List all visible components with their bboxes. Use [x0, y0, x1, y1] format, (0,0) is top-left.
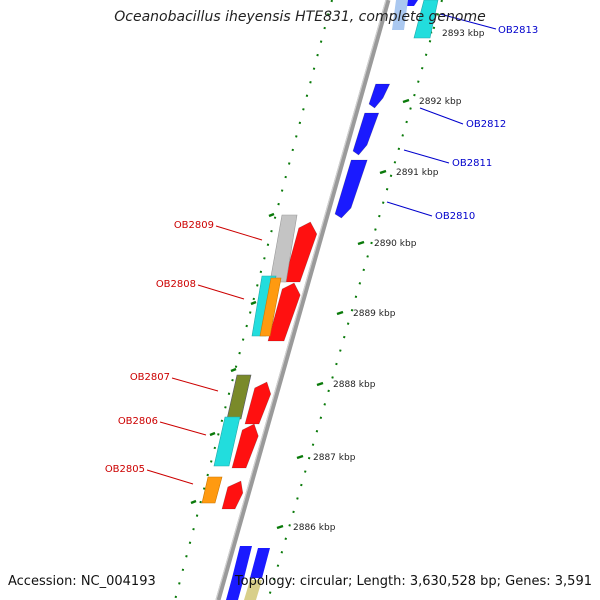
reverse-guide-line — [174, 0, 333, 600]
gene-label-leader — [197, 284, 245, 300]
gene-block-lightblue — [392, 0, 408, 30]
scale-tick-label: 2891 kbp — [396, 168, 439, 178]
gene-label-ob2808[interactable]: OB2808 — [156, 279, 196, 290]
genome-backbone-highlight — [215, 0, 387, 600]
gene-ob2806-arrow[interactable] — [231, 423, 259, 469]
gene-label-ob2806[interactable]: OB2806 — [118, 416, 158, 427]
gene-label-leader — [159, 421, 207, 436]
gene-block-silver — [269, 214, 298, 283]
gene-label-ob2813[interactable]: OB2813 — [498, 25, 538, 36]
gene-label-ob2811[interactable]: OB2811 — [452, 158, 492, 169]
gene-ob2807-arrow[interactable] — [244, 381, 272, 425]
gene-ob2805-arrow[interactable] — [221, 480, 244, 510]
gene-block-orange — [259, 277, 282, 337]
gene-label-leader — [171, 377, 219, 392]
scale-tick-label: 2888 kbp — [333, 380, 376, 390]
gene-label-leader — [439, 13, 497, 30]
gene-label-ob2812[interactable]: OB2812 — [466, 119, 506, 130]
gene-label-leader — [386, 201, 433, 217]
track-tick — [230, 367, 237, 373]
scale-tick-label: 2889 kbp — [353, 309, 396, 319]
map-title: Oceanobacillus iheyensis HTE831, complet… — [114, 9, 486, 25]
scale-tick-label: 2890 kbp — [374, 239, 417, 249]
gene-block-blue — [226, 578, 244, 600]
scale-tick — [276, 524, 284, 530]
gene-block-olive — [226, 374, 252, 420]
gene-label-ob2809[interactable]: OB2809 — [174, 220, 214, 231]
gene-ob2809-arrow[interactable] — [283, 221, 318, 283]
topology-text: Topology: circular; Length: 3,630,528 bp… — [234, 574, 592, 589]
gene-block-blue — [232, 546, 252, 578]
scale-tick — [379, 169, 387, 175]
scale-tick — [316, 381, 324, 387]
accession-text: Accession: NC_004193 — [8, 574, 156, 589]
gene-ob2808-arrow[interactable] — [267, 282, 301, 342]
scale-tick — [357, 240, 365, 246]
track-tick — [190, 499, 197, 505]
genome-backbone — [215, 0, 391, 600]
scale-tick-label: 2886 kbp — [293, 523, 336, 533]
gene-block-tan — [244, 580, 262, 600]
scale-tick-label: 2893 kbp — [442, 29, 485, 39]
track-tick — [250, 300, 257, 306]
gene-ob2810-arrow[interactable] — [334, 159, 368, 219]
gene-label-leader — [403, 149, 450, 164]
gene-ob2811-arrow[interactable] — [352, 112, 380, 156]
gene-label-ob2805[interactable]: OB2805 — [105, 464, 145, 475]
gene-block-cyan — [413, 0, 439, 39]
track-tick — [209, 431, 216, 437]
scale-tick-label: 2892 kbp — [419, 97, 462, 107]
gene-label-ob2807[interactable]: OB2807 — [130, 372, 170, 383]
scale-tick — [296, 454, 304, 460]
track-tick — [268, 212, 275, 218]
gene-ob2812-arrow[interactable] — [368, 83, 391, 109]
gene-label-leader — [146, 469, 194, 485]
gene-block-blue — [250, 548, 270, 578]
scale-tick — [336, 310, 344, 316]
scale-tick — [402, 98, 410, 104]
gene-block-cyan — [213, 416, 241, 467]
gene-label-leader — [215, 225, 263, 241]
scale-tick-label: 2887 kbp — [313, 453, 356, 463]
gene-label-ob2810[interactable]: OB2810 — [435, 211, 475, 222]
gene-label-leader — [419, 107, 464, 125]
gene-block-orange — [201, 476, 223, 504]
